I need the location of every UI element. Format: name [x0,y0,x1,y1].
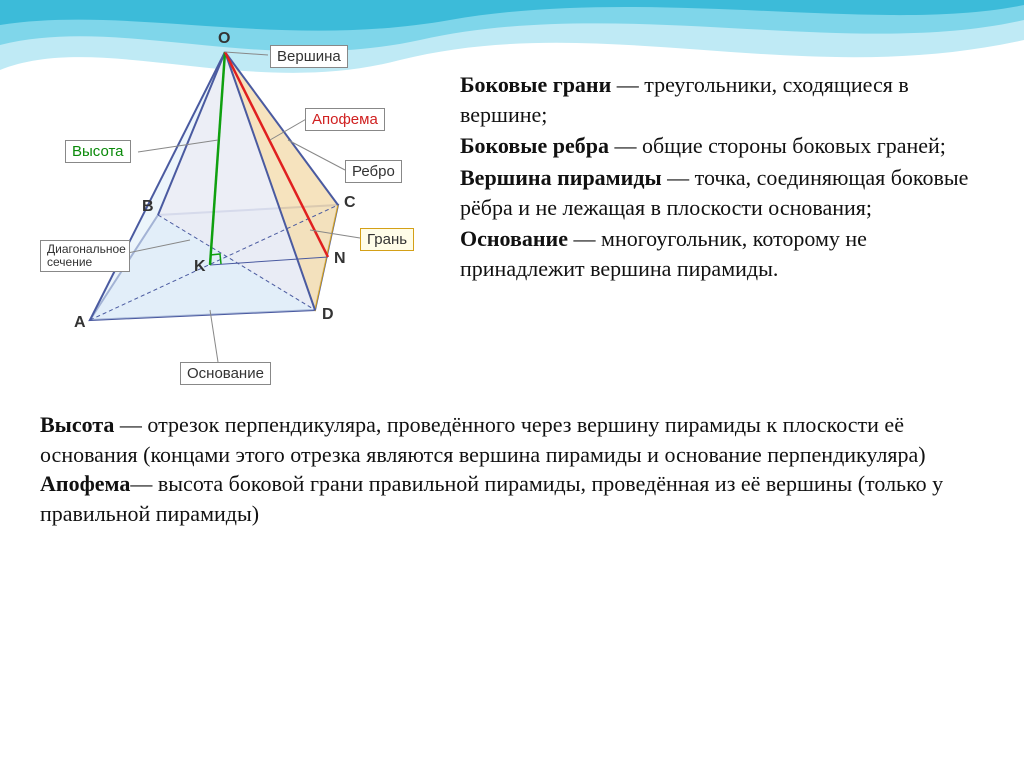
vertex-A: A [74,314,86,332]
label-diagonal-section: Диагональное сечение [40,240,130,272]
vertex-D: D [322,306,334,324]
vertex-B: B [142,198,154,216]
vertex-K: K [194,258,206,276]
label-vertex: Вершина [270,45,348,68]
def-apex: Вершина пирамиды — точка, соединяющая бо… [460,163,984,222]
vertex-C: C [344,194,356,212]
def-apothem: Апофема— высота боковой грани правильной… [40,469,984,528]
def-base: Основание — многоугольник, которому не п… [460,224,984,283]
pyramid-diagram: O A B C D K N Вершина Высота Апофема Реб… [40,30,440,390]
def-edges: Боковые ребра — общие стороны боковых гр… [460,131,984,161]
definitions-lower: Высота — отрезок перпендикуляра, проведё… [40,410,984,529]
label-face: Грань [360,228,414,251]
definitions-right: Боковые грани — треугольники, сходящиеся… [460,30,984,390]
def-faces: Боковые грани — треугольники, сходящиеся… [460,70,984,129]
vertex-O: O [218,30,230,48]
vertex-N: N [334,250,346,268]
label-height: Высота [65,140,131,163]
label-base: Основание [180,362,271,385]
def-height: Высота — отрезок перпендикуляра, проведё… [40,410,984,469]
label-edge: Ребро [345,160,402,183]
label-apothem: Апофема [305,108,385,131]
